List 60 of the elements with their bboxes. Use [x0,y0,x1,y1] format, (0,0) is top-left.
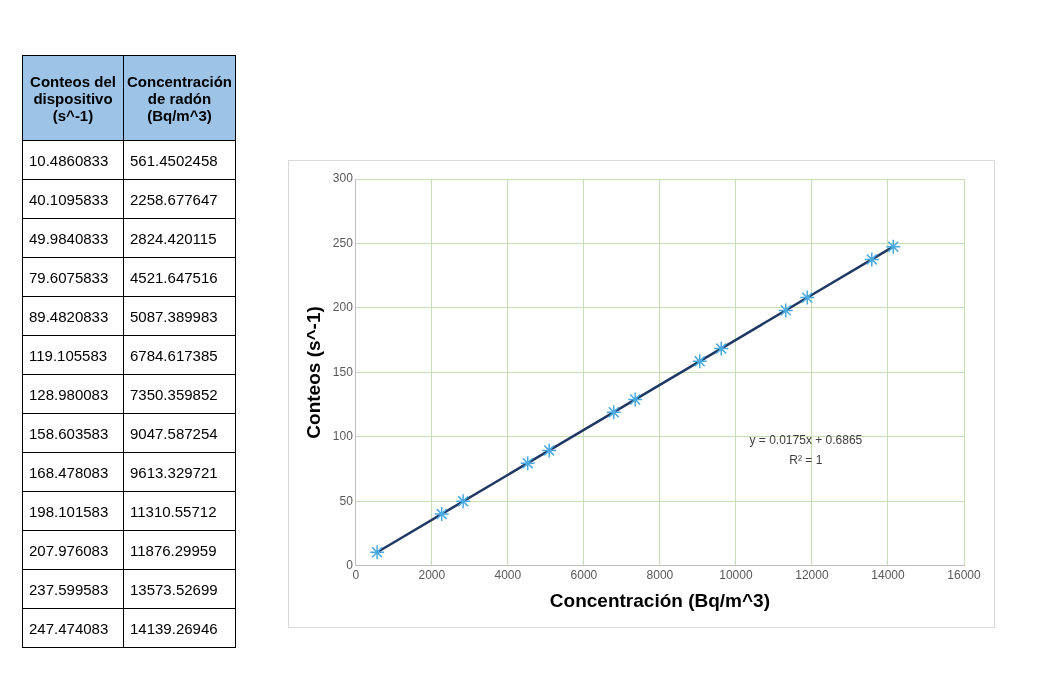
x-axis-title: Concentración (Bq/m^3) [549,589,770,611]
text: 237.599583 [22,569,124,609]
y-tick-label: 200 [332,300,354,315]
y-tick-label: 50 [339,493,354,508]
x-tick-label: 8000 [646,568,674,583]
annotation: y = 0.0175x + 0.6865 [749,432,863,447]
point [519,455,536,471]
text: 9047.587254 [123,413,236,453]
text: 4521.647516 [123,257,236,297]
y-tick-label: 0 [346,558,354,573]
text: 11876.29959 [123,530,236,570]
x-tick-label: 14000 [871,568,905,583]
text: 561.4502458 [123,140,236,180]
text: Conteos del dispositivo (s^-1) [22,55,124,141]
text: 14139.26946 [123,608,236,648]
text: 13573.52699 [123,569,236,609]
x-tick-label: 6000 [570,568,598,583]
x-tick-label: 2000 [418,568,446,583]
text: 11310.55712 [123,491,236,531]
text: 198.101583 [22,491,124,531]
text: 40.1095833 [22,179,124,219]
text: 119.105583 [22,335,124,375]
text: 247.474083 [22,608,124,648]
point [864,251,880,268]
y-axis-title: Conteos (s^-1) [302,306,324,439]
point [885,238,902,255]
text: 2824.420115 [123,218,236,258]
text: 89.4820833 [22,296,124,336]
text: 5087.389983 [123,296,236,336]
y-tick-label: 100 [332,429,354,444]
text: 128.980083 [22,374,124,414]
text: 158.603583 [22,413,124,453]
text: 168.478083 [22,452,124,492]
text: Concentración de radón (Bq/m^3) [123,55,236,141]
x-tick-label: 12000 [795,568,829,583]
x-tick-label: 16000 [947,568,982,583]
x-tick-label: 10000 [719,568,753,583]
text: 49.9840833 [22,218,124,258]
point [778,302,794,319]
text: 79.6075833 [22,257,124,297]
point [713,340,729,357]
point [692,353,708,370]
text: 7350.359852 [123,374,236,414]
point [455,493,471,510]
text: 9613.329721 [123,452,236,492]
y-tick-label: 150 [332,364,354,379]
text: 10.4860833 [22,140,124,180]
y-tick-label: 300 [332,171,354,186]
text: 207.976083 [22,530,124,570]
x-tick-label: 4000 [494,568,522,583]
point [541,442,557,459]
y-tick-label: 250 [332,235,354,250]
point [369,544,385,561]
text: 6784.617385 [123,335,236,375]
point [799,289,815,306]
point [433,506,450,522]
point [627,391,643,408]
point [605,404,622,420]
annotation: R² = 1 [789,452,823,467]
text: 2258.677647 [123,179,236,219]
